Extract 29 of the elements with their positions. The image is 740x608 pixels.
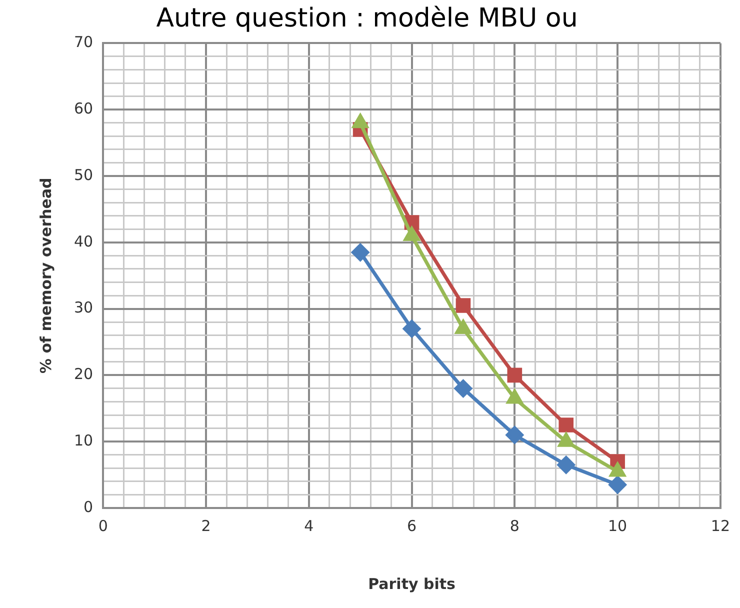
x-tick-label: 10 xyxy=(608,516,628,535)
x-tick-label: 8 xyxy=(510,516,520,535)
x-tick-label: 2 xyxy=(201,516,211,535)
y-tick-label: 50 xyxy=(74,166,94,184)
x-axis-title: Parity bits xyxy=(368,574,456,593)
x-tick-label: 12 xyxy=(710,516,730,535)
point xyxy=(506,426,524,444)
point xyxy=(352,244,370,262)
y-axis-title: % of memory overhead xyxy=(36,178,55,374)
x-tick-label: 6 xyxy=(407,516,417,535)
chart-title: Autre question : modèle MBU ou xyxy=(156,3,578,34)
x-tick-label: 4 xyxy=(304,516,314,535)
point xyxy=(608,476,626,494)
y-tick-label: 10 xyxy=(74,431,94,450)
point xyxy=(558,418,574,432)
y-tick-label: 60 xyxy=(74,99,94,118)
point xyxy=(557,456,575,474)
y-tick-label: 70 xyxy=(74,33,94,52)
y-tick-label: 0 xyxy=(84,498,94,516)
point xyxy=(403,320,421,338)
point xyxy=(454,380,472,398)
point xyxy=(507,368,522,383)
y-tick-label: 30 xyxy=(74,298,94,317)
y-tick-label: 40 xyxy=(74,232,94,250)
point xyxy=(352,114,368,128)
point xyxy=(404,227,420,242)
x-tick-label: 0 xyxy=(98,516,108,535)
y-tick-label: 20 xyxy=(74,365,94,384)
point xyxy=(456,298,471,313)
